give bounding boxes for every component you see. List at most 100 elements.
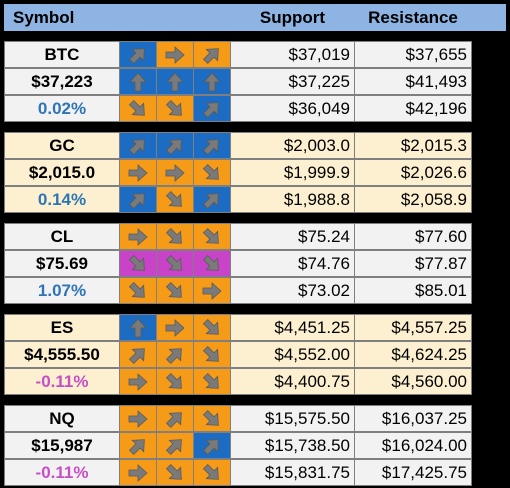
trend-cell <box>156 132 194 159</box>
table-row: $15,987 $15,738.50 $16,024.00 <box>4 432 506 459</box>
support-cell: $1,988.8 <box>230 186 355 213</box>
trend-cell <box>193 132 231 159</box>
table-row: 1.07% $73.02 $85.01 <box>4 277 506 304</box>
header-resistance: Resistance <box>354 4 472 31</box>
arrow-up-right-icon <box>125 189 151 211</box>
table-row: 0.02% $36,049 $42,196 <box>4 95 506 122</box>
arrow-up-right-icon <box>199 435 225 457</box>
trend-cell <box>156 223 194 250</box>
arrow-right-icon <box>125 462 151 484</box>
change-percent-cell: 0.14% <box>4 186 120 213</box>
resistance-cell: $42,196 <box>354 95 472 122</box>
group-separator <box>4 304 506 314</box>
arrow-up-right-icon <box>199 189 225 211</box>
resistance-cell: $77.87 <box>354 250 472 277</box>
trend-cell <box>193 405 231 432</box>
arrow-up-icon <box>162 71 188 93</box>
arrow-down-right-icon <box>199 408 225 430</box>
trend-cell <box>193 186 231 213</box>
trend-cell <box>156 250 194 277</box>
trend-cell <box>119 159 157 186</box>
price-cell: $4,555.50 <box>4 341 120 368</box>
table-row: GC $2,003.0 $2,015.3 <box>4 132 506 159</box>
symbol-cell: ES <box>4 314 120 341</box>
trend-cell <box>119 223 157 250</box>
header-row: Symbol Support Resistance <box>4 4 506 31</box>
instrument-group: NQ $15,575.50 $16,037.25 $15,987 $15,738.50 $… <box>4 405 506 486</box>
trend-cell <box>193 95 231 122</box>
arrow-down-right-icon <box>162 189 188 211</box>
price-cell: $15,987 <box>4 432 120 459</box>
change-percent-cell: -0.11% <box>4 368 120 395</box>
trend-cell <box>193 250 231 277</box>
arrow-up-right-icon <box>199 135 225 157</box>
price-cell: $2,015.0 <box>4 159 120 186</box>
arrow-up-right-icon <box>199 98 225 120</box>
trend-cell <box>119 95 157 122</box>
support-cell: $4,552.00 <box>230 341 355 368</box>
arrow-up-right-icon <box>125 344 151 366</box>
arrow-up-right-icon <box>125 44 151 66</box>
trend-cell <box>193 432 231 459</box>
trend-cell <box>156 405 194 432</box>
trend-cell <box>119 68 157 95</box>
header-blank <box>119 4 157 31</box>
arrow-up-right-icon <box>162 435 188 457</box>
arrow-right-icon <box>125 408 151 430</box>
instrument-group: GC $2,003.0 $2,015.3 $2,015.0 $1,999.9 $2,026… <box>4 132 506 213</box>
trend-cell <box>119 341 157 368</box>
table-row: ES $4,451.25 $4,557.25 <box>4 314 506 341</box>
change-percent-cell: -0.11% <box>4 459 120 486</box>
trend-cell <box>119 405 157 432</box>
table-row: $37,223 $37,225 $41,493 <box>4 68 506 95</box>
trend-cell <box>156 368 194 395</box>
support-cell: $4,451.25 <box>230 314 355 341</box>
trend-cell <box>119 277 157 304</box>
trend-cell <box>119 186 157 213</box>
arrow-down-right-icon <box>199 226 225 248</box>
support-cell: $37,019 <box>230 41 355 68</box>
price-cell: $37,223 <box>4 68 120 95</box>
resistance-cell: $16,024.00 <box>354 432 472 459</box>
symbol-cell: NQ <box>4 405 120 432</box>
support-cell: $1,999.9 <box>230 159 355 186</box>
arrow-down-right-icon <box>162 253 188 275</box>
instrument-group: ES $4,451.25 $4,557.25 $4,555.50 $4,552.00 $4… <box>4 314 506 395</box>
arrow-right-icon <box>162 44 188 66</box>
header-symbol: Symbol <box>4 4 120 31</box>
group-separator <box>4 213 506 223</box>
trend-cell <box>156 41 194 68</box>
table-row: $75.69 $74.76 $77.87 <box>4 250 506 277</box>
arrow-down-right-icon <box>162 280 188 302</box>
arrow-up-right-icon <box>125 435 151 457</box>
resistance-cell: $17,425.75 <box>354 459 472 486</box>
symbol-cell: BTC <box>4 41 120 68</box>
resistance-cell: $16,037.25 <box>354 405 472 432</box>
arrow-up-right-icon <box>199 44 225 66</box>
support-cell: $37,225 <box>230 68 355 95</box>
change-percent-cell: 1.07% <box>4 277 120 304</box>
trend-cell <box>193 159 231 186</box>
instrument-groups: BTC $37,019 $37,655 $37,223 $37,225 $41,493 0.… <box>4 31 506 486</box>
table-row: $2,015.0 $1,999.9 $2,026.6 <box>4 159 506 186</box>
table-row: $4,555.50 $4,552.00 $4,624.25 <box>4 341 506 368</box>
arrow-right-icon <box>125 226 151 248</box>
arrow-up-icon <box>199 71 225 93</box>
arrow-up-right-icon <box>162 135 188 157</box>
trend-cell <box>156 68 194 95</box>
trend-cell <box>119 41 157 68</box>
support-cell: $4,400.75 <box>230 368 355 395</box>
symbol-cell: GC <box>4 132 120 159</box>
support-cell: $15,575.50 <box>230 405 355 432</box>
change-percent-cell: 0.02% <box>4 95 120 122</box>
trend-cell <box>119 314 157 341</box>
header-support: Support <box>230 4 355 31</box>
arrow-down-right-icon <box>199 253 225 275</box>
arrow-down-right-icon <box>199 462 225 484</box>
trend-cell <box>119 459 157 486</box>
trend-cell <box>156 314 194 341</box>
resistance-cell: $2,015.3 <box>354 132 472 159</box>
price-cell: $75.69 <box>4 250 120 277</box>
header-blank <box>156 4 194 31</box>
group-separator <box>4 122 506 132</box>
